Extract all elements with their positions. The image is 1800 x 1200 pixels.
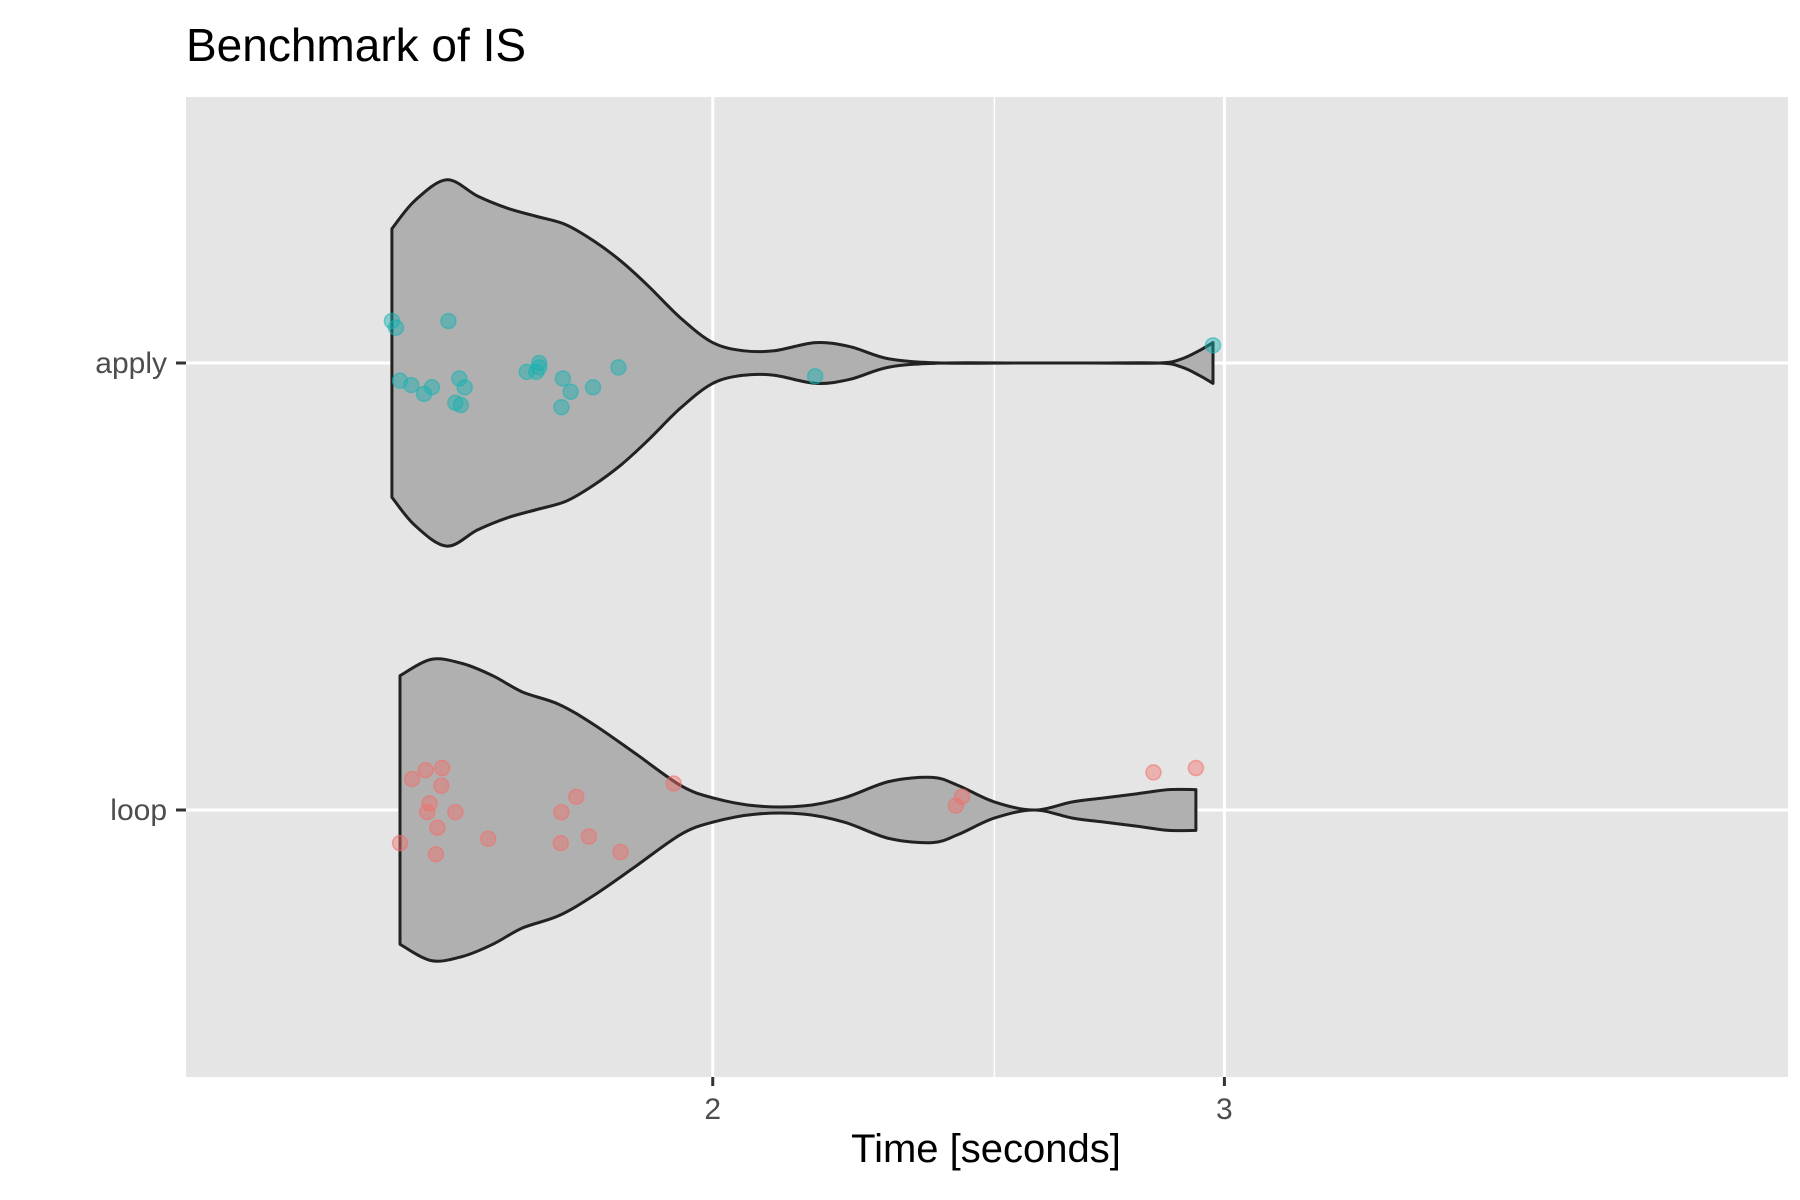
axes: 2 3 apply loop	[95, 347, 1232, 1126]
point-apply	[456, 379, 473, 396]
point-loop	[403, 770, 421, 788]
violin-apply	[390, 178, 1215, 548]
point-loop	[953, 788, 971, 805]
point-apply	[387, 319, 405, 336]
point-loop	[552, 834, 569, 852]
point-loop	[433, 777, 450, 794]
point-apply	[806, 368, 824, 385]
point-apply	[584, 379, 602, 396]
x-axis-label: Time [seconds]	[851, 1127, 1121, 1171]
chart-title: Benchmark of IS	[186, 19, 526, 71]
point-loop	[1145, 764, 1162, 781]
point-loop	[553, 803, 570, 821]
point-apply	[610, 359, 627, 376]
violin-loop	[398, 657, 1198, 963]
point-loop	[433, 759, 451, 777]
point-apply	[403, 376, 420, 394]
point-loop	[391, 834, 409, 852]
x-tick-label: 3	[1216, 1093, 1233, 1126]
point-loop	[612, 843, 629, 861]
point-apply	[553, 398, 570, 416]
point-loop	[427, 845, 445, 863]
point-apply	[530, 354, 548, 372]
y-tick-label: loop	[110, 794, 167, 827]
point-apply	[440, 312, 457, 330]
point-loop	[665, 775, 682, 792]
point-apply	[423, 379, 441, 396]
point-apply	[554, 370, 572, 387]
point-loop	[568, 788, 585, 805]
point-apply	[450, 370, 468, 387]
point-apply	[1204, 337, 1222, 354]
point-loop	[421, 795, 438, 812]
violins	[390, 178, 1215, 963]
point-loop	[417, 761, 434, 779]
point-loop	[1187, 759, 1205, 777]
x-tick-label: 2	[704, 1093, 721, 1126]
point-loop	[479, 830, 497, 847]
point-apply	[530, 359, 548, 376]
data-points	[383, 312, 1222, 863]
point-loop	[447, 803, 464, 821]
point-loop	[429, 819, 446, 836]
point-loop	[947, 797, 965, 814]
y-tick-label: apply	[95, 347, 167, 380]
point-apply	[452, 396, 470, 414]
point-apply	[562, 383, 579, 400]
point-loop	[580, 828, 598, 845]
